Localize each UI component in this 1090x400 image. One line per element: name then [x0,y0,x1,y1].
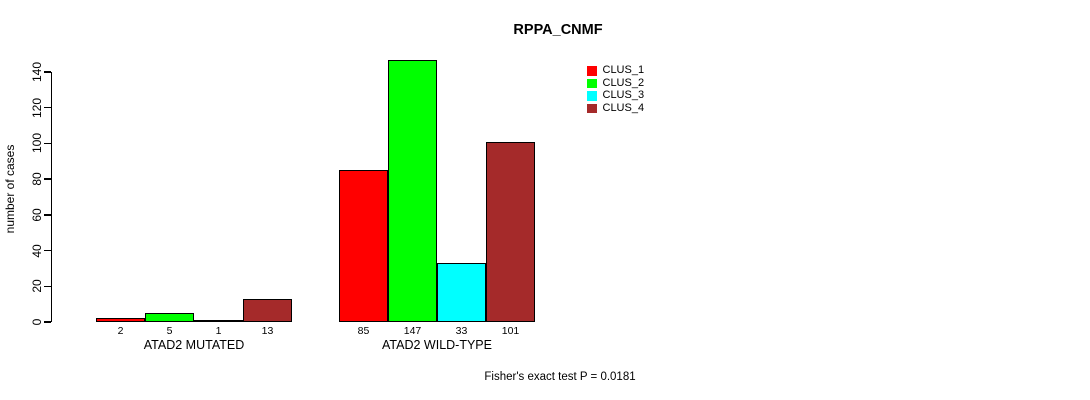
bar-clus_3-atad2-wild-type [437,263,486,322]
legend-label: CLUS_4 [602,101,645,114]
legend: CLUS_1 CLUS_2 CLUS_3 CLUS_4 [587,64,645,114]
y-tick-label: 0 [30,318,44,326]
y-tick-mark [44,71,51,73]
y-tick-label: 100 [30,133,44,154]
y-tick-label: 40 [30,243,44,258]
y-tick-mark [44,285,51,288]
annotation-text: Fisher's exact test P = 0.0181 [484,371,636,383]
chart-title: RPPA_CNMF [513,22,603,38]
y-tick-label: 20 [30,279,44,293]
legend-label: CLUS_2 [602,76,645,89]
bar-value-label: 13 [261,325,274,337]
y-tick-label: 120 [30,97,44,118]
y-axis-title: number of cases [3,144,17,234]
y-tick-label: 80 [30,172,44,186]
legend-swatch-clus_3 [587,91,597,101]
y-tick-mark [44,214,51,216]
bar-clus_3-atad2-mutated [194,320,243,323]
legend-label: CLUS_1 [602,64,645,76]
y-tick-mark [44,249,51,252]
y-tick-mark [44,106,51,109]
y-axis-line [50,72,52,322]
legend-item: CLUS_2 [587,76,645,89]
y-tick-label: 60 [30,208,44,222]
legend-label: CLUS_3 [602,89,645,101]
bar-value-label: 85 [357,325,370,337]
y-tick-mark [44,142,51,145]
y-tick-mark [44,178,51,180]
bar-clus_2-atad2-wild-type [388,59,437,322]
bar-clus_1-atad2-mutated [96,318,145,322]
bar-clus_4-atad2-mutated [243,298,292,322]
bar-clus_4-atad2-wild-type [486,141,535,322]
x-group-label: ATAD2 MUTATED [143,338,245,352]
x-group-label: ATAD2 WILD-TYPE [382,338,492,352]
bar-value-label: 33 [455,325,468,337]
legend-swatch-clus_2 [587,78,597,88]
bar-value-label: 101 [501,325,520,337]
bar-value-label: 1 [215,325,222,337]
bar-clus_2-atad2-mutated [145,313,194,322]
bar-clus_1-atad2-wild-type [339,170,388,322]
bar-value-label: 5 [166,325,173,337]
legend-item: CLUS_4 [587,101,645,114]
y-tick-label: 140 [30,61,44,83]
legend-item: CLUS_3 [587,89,645,101]
legend-swatch-clus_1 [587,66,597,76]
legend-item: CLUS_1 [587,64,645,76]
y-tick-mark [44,321,51,323]
bar-value-label: 147 [403,325,422,337]
bar-value-label: 2 [117,325,124,337]
legend-swatch-clus_4 [587,103,597,113]
